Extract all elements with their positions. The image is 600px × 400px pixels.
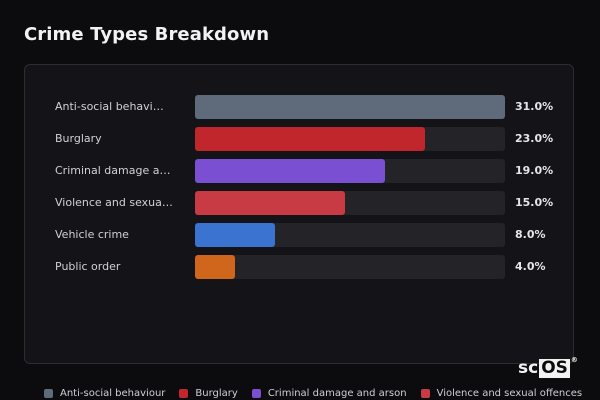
category-label: Criminal damage an… bbox=[55, 164, 173, 177]
bar-row: Vehicle crime 8.0% bbox=[25, 223, 575, 247]
legend-swatch bbox=[251, 388, 261, 398]
legend-item: Burglary bbox=[179, 387, 238, 399]
bar-row: Criminal damage an… 19.0% bbox=[25, 159, 575, 183]
chart-title: Crime Types Breakdown bbox=[24, 24, 270, 45]
bar bbox=[195, 255, 235, 279]
legend-label: Burglary bbox=[195, 387, 238, 399]
legend-item: Criminal damage and arson bbox=[251, 387, 407, 399]
bar-row: Anti-social behavi… 31.0% bbox=[25, 95, 575, 119]
bar-row: Burglary 23.0% bbox=[25, 127, 575, 151]
legend-swatch bbox=[179, 388, 189, 398]
bar-track bbox=[195, 127, 505, 151]
bar-row: Public order 4.0% bbox=[25, 255, 575, 279]
value-label: 15.0% bbox=[515, 196, 554, 209]
bar-track bbox=[195, 223, 505, 247]
logo-boxed-text: OS bbox=[539, 357, 570, 378]
chart-card: Anti-social behavi… 31.0% Burglary 23.0% Cri… bbox=[24, 64, 574, 364]
bar bbox=[195, 191, 345, 215]
bar-track bbox=[195, 255, 505, 279]
bar bbox=[195, 223, 275, 247]
bar bbox=[195, 159, 385, 183]
value-label: 23.0% bbox=[515, 132, 554, 145]
value-label: 4.0% bbox=[515, 260, 546, 273]
value-label: 31.0% bbox=[515, 100, 554, 113]
value-label: 19.0% bbox=[515, 164, 554, 177]
category-label: Burglary bbox=[55, 132, 102, 145]
chart-legend: Anti-social behaviour Burglary Criminal da… bbox=[44, 386, 596, 400]
value-label: 8.0% bbox=[515, 228, 546, 241]
scos-logo: sc OS ® bbox=[518, 356, 578, 378]
logo-prefix: sc bbox=[518, 358, 539, 378]
category-label: Anti-social behavi… bbox=[55, 100, 164, 113]
legend-swatch bbox=[420, 388, 430, 398]
logo-registered-mark: ® bbox=[570, 356, 578, 364]
category-label: Public order bbox=[55, 260, 121, 273]
legend-label: Criminal damage and arson bbox=[267, 387, 407, 399]
legend-item: Violence and sexual offences bbox=[420, 387, 583, 399]
legend-label: Violence and sexual offences bbox=[436, 387, 583, 399]
legend-item: Anti-social behaviour bbox=[44, 388, 165, 399]
bar-track bbox=[195, 159, 505, 183]
bar bbox=[195, 95, 505, 119]
category-label: Vehicle crime bbox=[55, 228, 129, 241]
legend-label: Anti-social behaviour bbox=[60, 387, 166, 399]
bar-track bbox=[195, 95, 505, 119]
bar-row: Violence and sexua… 15.0% bbox=[25, 191, 575, 215]
legend-swatch bbox=[44, 388, 53, 398]
bar-track bbox=[195, 191, 505, 215]
category-label: Violence and sexua… bbox=[55, 196, 173, 209]
bar bbox=[195, 127, 425, 151]
